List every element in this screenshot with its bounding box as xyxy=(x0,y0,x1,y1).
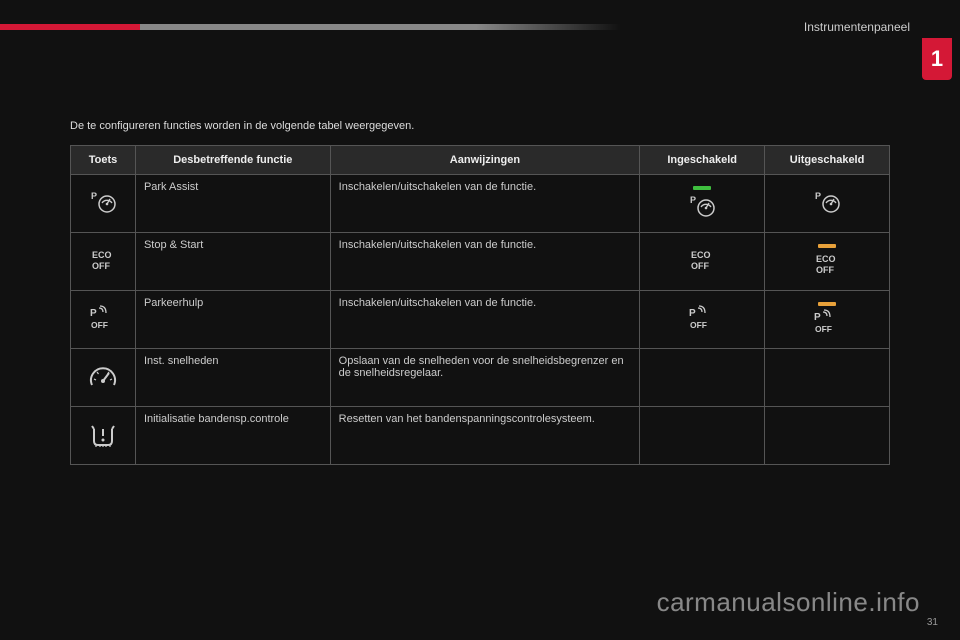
speedo-icon xyxy=(88,363,118,389)
eco-off-icon xyxy=(88,247,118,273)
cell-aanw: Resetten van het bandenspanningscontrole… xyxy=(330,407,640,465)
cell-in xyxy=(640,233,765,291)
cell-uit xyxy=(765,175,890,233)
accent-bar-red xyxy=(0,24,140,30)
cell-in xyxy=(640,291,765,349)
tyre-icon xyxy=(88,421,118,447)
cell-toets xyxy=(71,407,136,465)
cell-aanw: Inschakelen/uitschakelen van de functie. xyxy=(330,291,640,349)
cell-aanw: Inschakelen/uitschakelen van de functie. xyxy=(330,233,640,291)
park-off-icon xyxy=(88,305,118,331)
indicator-uit-orange xyxy=(818,244,836,248)
watermark: carmanualsonline.info xyxy=(657,587,920,618)
cell-uit xyxy=(765,291,890,349)
cell-in xyxy=(640,349,765,407)
chapter-tab: 1 xyxy=(922,38,952,80)
cell-toets xyxy=(71,233,136,291)
cell-uit xyxy=(765,233,890,291)
park-assist-icon xyxy=(687,193,717,219)
breadcrumb: Instrumentenpaneel xyxy=(804,20,910,34)
eco-off-icon xyxy=(687,247,717,273)
cell-func: Parkeerhulp xyxy=(135,291,330,349)
table-row: Park AssistInschakelen/uitschakelen van … xyxy=(71,175,890,233)
cell-toets xyxy=(71,175,136,233)
cell-func: Inst. snelheden xyxy=(135,349,330,407)
col-header-in: Ingeschakeld xyxy=(640,146,765,175)
intro-text: De te configureren functies worden in de… xyxy=(70,120,414,132)
table-header-row: Toets Desbetreffende functie Aanwijzinge… xyxy=(71,146,890,175)
table-row: Inst. snelhedenOpslaan van de snelheden … xyxy=(71,349,890,407)
indicator-uit-orange xyxy=(818,302,836,306)
table-row: Stop & StartInschakelen/uitschakelen van… xyxy=(71,233,890,291)
cell-uit xyxy=(765,349,890,407)
park-assist-icon xyxy=(88,189,118,215)
park-off-icon xyxy=(687,305,717,331)
cell-func: Initialisatie bandensp.controle xyxy=(135,407,330,465)
park-off-icon xyxy=(812,309,842,335)
cell-in xyxy=(640,175,765,233)
cell-aanw: Inschakelen/uitschakelen van de functie. xyxy=(330,175,640,233)
eco-off-icon xyxy=(812,251,842,277)
col-header-uit: Uitgeschakeld xyxy=(765,146,890,175)
cell-in xyxy=(640,407,765,465)
table-row: ParkeerhulpInschakelen/uitschakelen van … xyxy=(71,291,890,349)
cell-toets xyxy=(71,291,136,349)
park-assist-icon xyxy=(812,189,842,215)
col-header-aanw: Aanwijzingen xyxy=(330,146,640,175)
cell-func: Stop & Start xyxy=(135,233,330,291)
page-number: 31 xyxy=(927,617,938,628)
indicator-in-green xyxy=(693,186,711,190)
cell-uit xyxy=(765,407,890,465)
table-row: Initialisatie bandensp.controleResetten … xyxy=(71,407,890,465)
cell-func: Park Assist xyxy=(135,175,330,233)
col-header-func: Desbetreffende functie xyxy=(135,146,330,175)
accent-bar-grey xyxy=(140,24,620,30)
function-table: Toets Desbetreffende functie Aanwijzinge… xyxy=(70,145,890,465)
cell-toets xyxy=(71,349,136,407)
cell-aanw: Opslaan van de snelheden voor de snelhei… xyxy=(330,349,640,407)
col-header-toets: Toets xyxy=(71,146,136,175)
